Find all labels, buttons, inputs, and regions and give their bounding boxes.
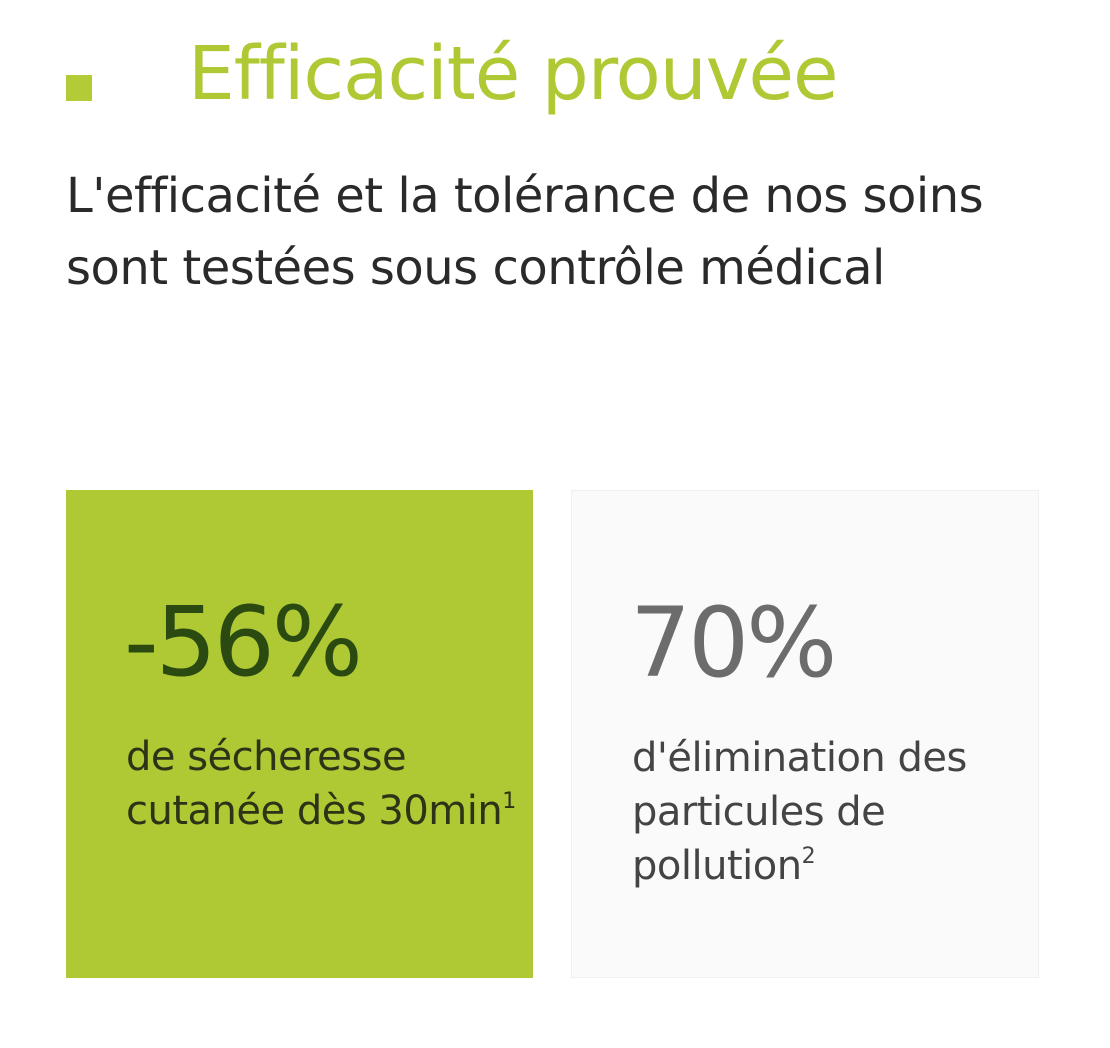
page-title: Efficacité prouvée xyxy=(188,31,839,117)
stat-value: -56% xyxy=(124,586,363,698)
stat-card-dryness: -56% de sécheresse cutanée dès 30min1 xyxy=(66,490,533,978)
footnote-marker: 1 xyxy=(502,789,516,814)
stat-label-text: d'élimination des particules de pollutio… xyxy=(632,735,967,889)
footnote-marker: 2 xyxy=(801,844,816,869)
stat-card-pollution: 70% d'élimination des particules de poll… xyxy=(571,490,1039,978)
page-subtitle: L'efficacité et la tolérance de nos soin… xyxy=(66,168,984,296)
stat-label-text: de sécheresse cutanée dès 30min xyxy=(126,734,503,834)
stat-label: d'élimination des particules de pollutio… xyxy=(632,731,1022,893)
bullet-square-icon xyxy=(66,75,92,101)
stat-value: 70% xyxy=(630,587,837,699)
stat-label: de sécheresse cutanée dès 30min1 xyxy=(126,730,516,838)
